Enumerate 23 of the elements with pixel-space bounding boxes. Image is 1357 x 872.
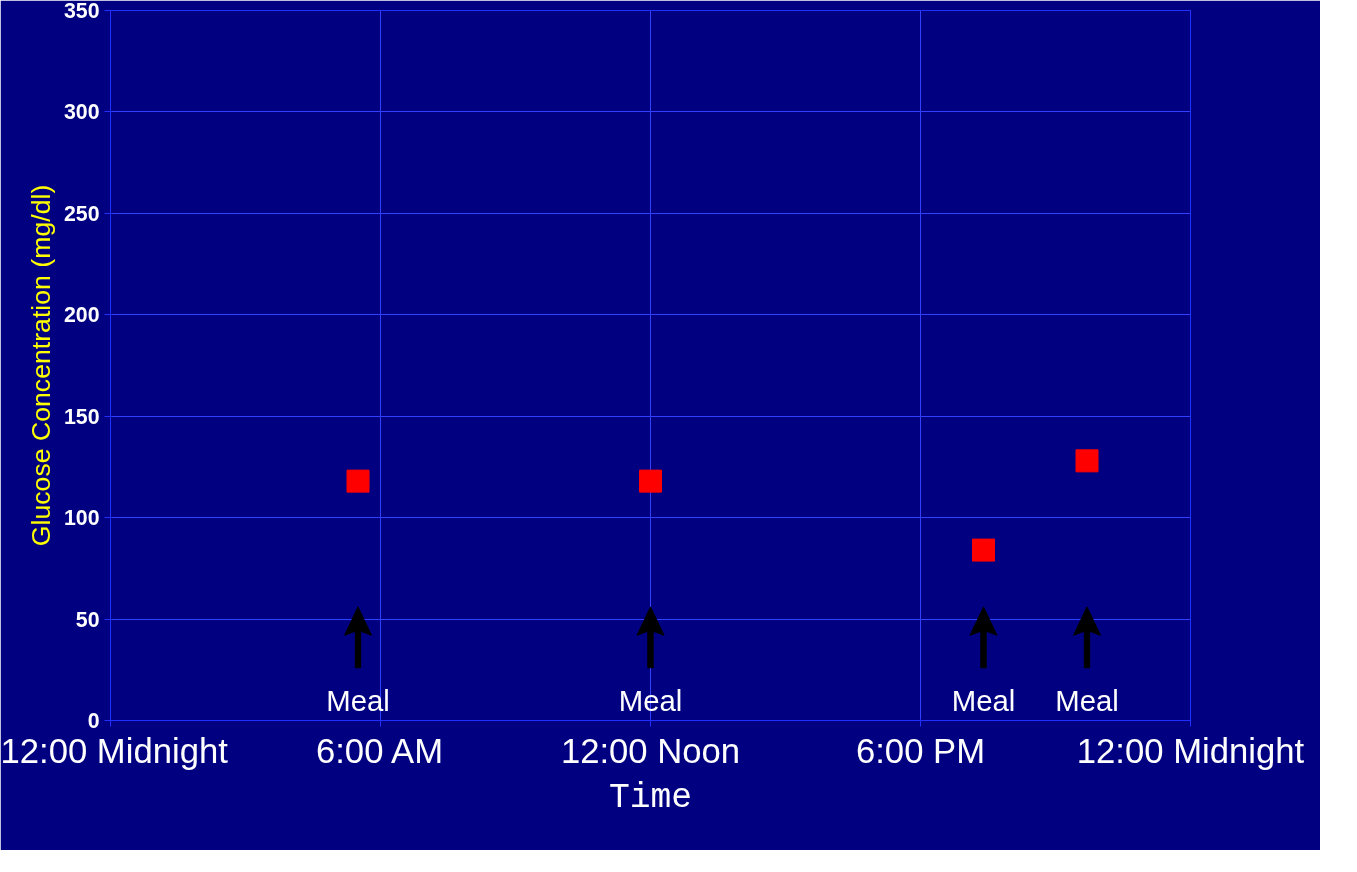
x-tick-label: 12:00 Midnight xyxy=(0,731,229,770)
annotation: Meal xyxy=(951,683,1016,717)
y-tick-label: 0 xyxy=(87,709,100,733)
x-tick-label: 6:00 AM xyxy=(315,731,444,770)
x-tick-label: 12:00 Noon xyxy=(560,731,741,770)
point xyxy=(972,538,995,562)
point xyxy=(639,469,662,493)
y-tick-label: 250 xyxy=(63,201,100,226)
y-tick-label: 100 xyxy=(63,506,100,531)
annotation: Meal xyxy=(618,683,683,717)
y-tick-label: 150 xyxy=(63,404,100,429)
x-axis-title: Time xyxy=(608,777,693,817)
y-tick-label: 50 xyxy=(75,607,100,632)
y-tick-label: 300 xyxy=(63,100,100,125)
x-tick-label: 12:00 Midnight xyxy=(1076,731,1305,770)
y-tick-label: 200 xyxy=(63,303,100,328)
annotation: Meal xyxy=(326,683,390,717)
annotation: Meal xyxy=(1055,683,1119,717)
point xyxy=(346,469,370,493)
point xyxy=(1075,449,1099,473)
y-tick-label: 350 xyxy=(63,0,100,23)
y-axis-title: Glucose Concentration (mg/dl) xyxy=(25,184,56,547)
x-tick-label: 6:00 PM xyxy=(855,731,986,770)
